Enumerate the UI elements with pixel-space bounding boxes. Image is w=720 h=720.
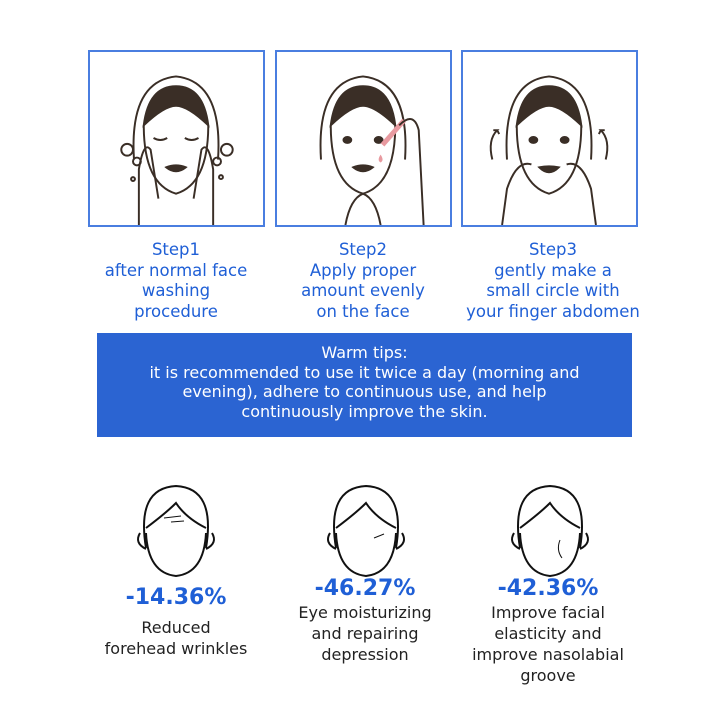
result-value: -42.36% xyxy=(497,576,599,601)
tips-line: evening), adhere to continuous use, and … xyxy=(182,382,547,401)
step3-caption: Step3 gently make a small circle with yo… xyxy=(453,240,653,322)
step1-line: after normal face xyxy=(104,260,248,280)
step3-title: Step3 xyxy=(528,240,578,259)
step1-line: procedure xyxy=(134,301,218,321)
tips-line: it is recommended to use it twice a day … xyxy=(149,362,580,382)
forehead-head-icon xyxy=(137,484,215,578)
result-desc: improve nasolabial xyxy=(472,645,624,664)
face-massage-icon xyxy=(489,75,609,226)
applying-serum-icon xyxy=(319,75,425,226)
result-desc: elasticity and xyxy=(494,624,602,643)
step1-title: Step1 xyxy=(151,240,201,259)
step1-illustration xyxy=(88,50,265,228)
step2-line: amount evenly xyxy=(301,281,425,300)
result-desc: depression xyxy=(321,645,409,664)
step3-illustration xyxy=(461,50,638,227)
step2-line: on the face xyxy=(316,301,410,321)
warm-tips-banner: Warm tips: it is recommended to use it t… xyxy=(97,333,632,437)
result-nasolabial: -42.36% Improve facial elasticity and im… xyxy=(448,576,648,686)
result-desc: Reduced xyxy=(141,618,211,637)
result-eye: -46.27% Eye moisturizing and repairing d… xyxy=(265,576,465,665)
step1-caption: Step1 after normal face washing procedur… xyxy=(76,240,276,322)
step2-title: Step2 xyxy=(338,240,388,259)
step3-line: your finger abdomen xyxy=(466,301,640,321)
step2-caption: Step2 Apply proper amount evenly on the … xyxy=(263,240,463,322)
result-forehead: -14.36% Reduced forehead wrinkles xyxy=(76,585,276,659)
result-desc: forehead wrinkles xyxy=(104,639,248,658)
result-desc: Improve facial xyxy=(491,603,605,622)
eye-area-head-icon xyxy=(327,484,405,578)
tips-title: Warm tips: xyxy=(321,343,408,362)
nasolabial-head-icon xyxy=(511,484,589,578)
step2-illustration xyxy=(275,50,452,227)
step3-line: small circle with xyxy=(486,281,620,300)
result-desc: Eye moisturizing xyxy=(298,603,432,622)
step3-line: gently make a xyxy=(494,260,612,280)
step2-line: Apply proper xyxy=(309,260,417,280)
step1-line: washing xyxy=(141,281,211,300)
tips-line: continuously improve the skin. xyxy=(241,401,488,421)
result-value: -14.36% xyxy=(125,585,227,610)
result-desc: and repairing xyxy=(311,624,419,643)
result-desc: groove xyxy=(520,666,576,685)
face-washing-icon xyxy=(120,75,234,228)
result-value: -46.27% xyxy=(314,576,416,601)
